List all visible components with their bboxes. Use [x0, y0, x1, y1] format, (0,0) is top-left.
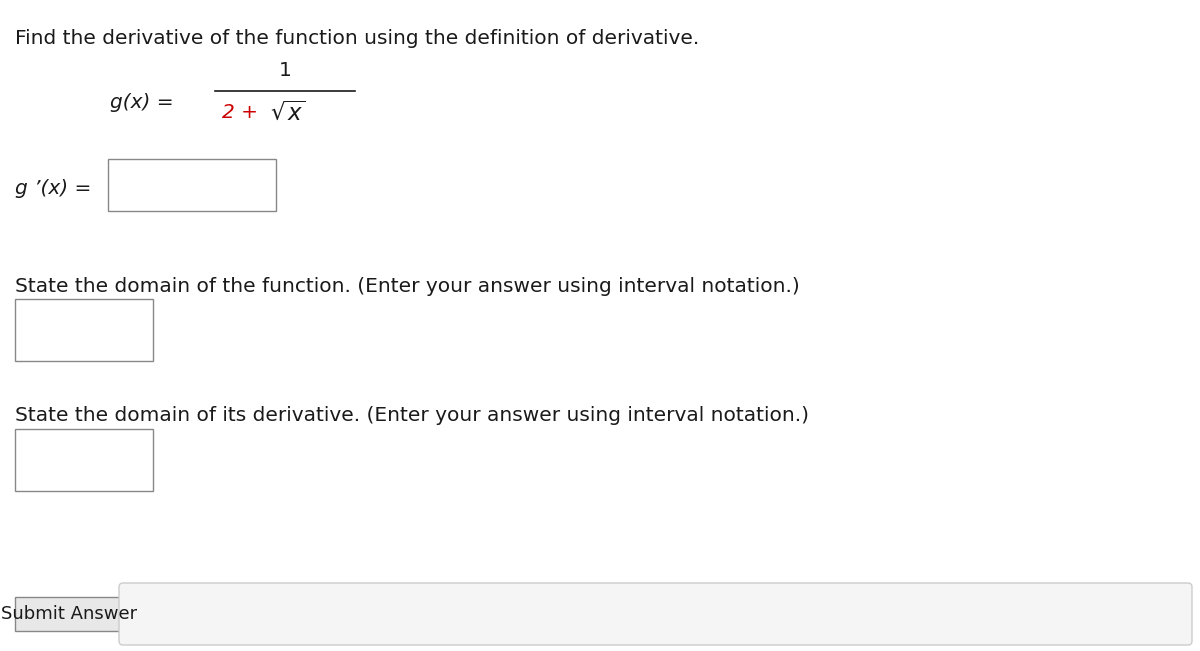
FancyBboxPatch shape [14, 429, 154, 491]
FancyBboxPatch shape [14, 299, 154, 361]
Text: 1: 1 [278, 61, 292, 81]
Text: Find the derivative of the function using the definition of derivative.: Find the derivative of the function usin… [14, 29, 700, 48]
Text: State the domain of the function. (Enter your answer using interval notation.): State the domain of the function. (Enter… [14, 277, 799, 296]
Text: $\sqrt{x}$: $\sqrt{x}$ [270, 101, 306, 125]
Text: State the domain of its derivative. (Enter your answer using interval notation.): State the domain of its derivative. (Ent… [14, 406, 809, 425]
Text: g ’(x) =: g ’(x) = [14, 180, 91, 199]
FancyBboxPatch shape [14, 597, 124, 631]
Text: Submit Answer: Submit Answer [1, 605, 137, 623]
FancyBboxPatch shape [119, 583, 1192, 645]
FancyBboxPatch shape [108, 159, 276, 211]
Text: g(x) =: g(x) = [110, 94, 174, 113]
Text: 2 +: 2 + [222, 104, 264, 122]
